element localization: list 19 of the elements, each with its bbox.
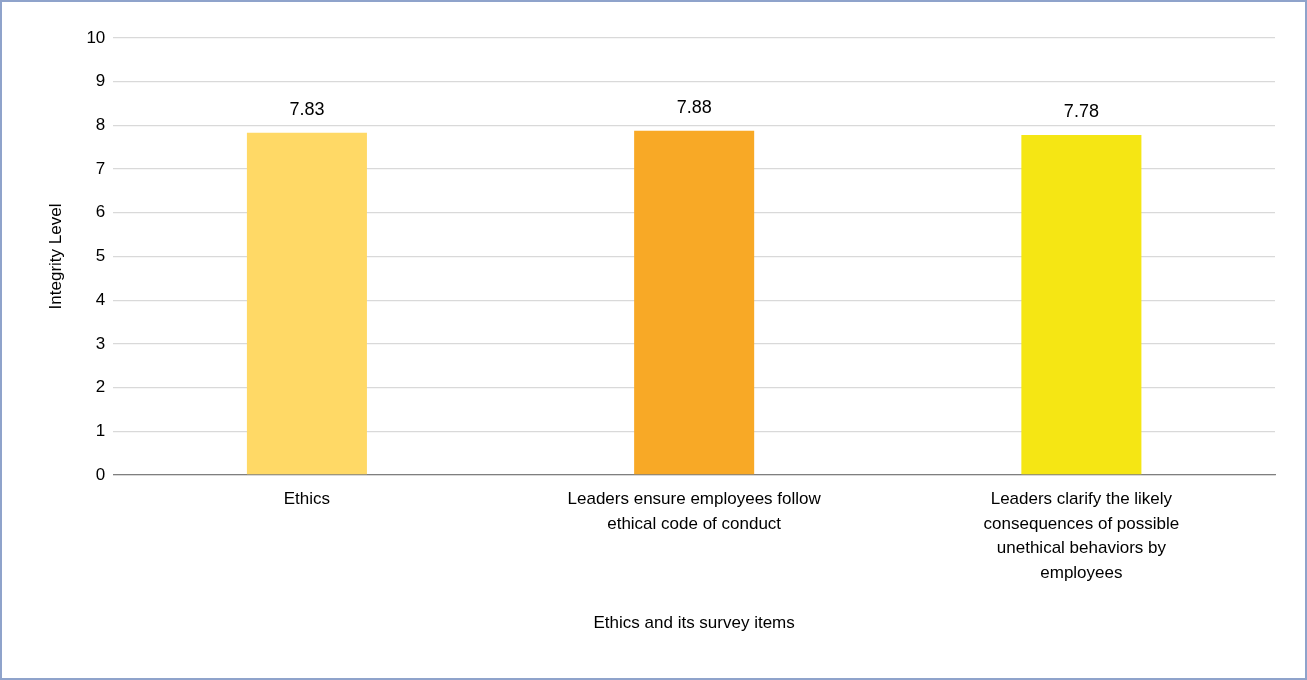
y-tick-label: 8	[95, 115, 106, 135]
y-axis-title: Integrity Level	[45, 203, 65, 310]
data-label: 7.83	[289, 98, 325, 119]
x-tick-label: Leaders clarify the likely consequences of possible unethical behaviors by employees	[983, 489, 1180, 582]
y-tick-label: 3	[95, 333, 106, 353]
y-tick-label: 4	[95, 289, 106, 309]
y-tick-label: 10	[86, 27, 106, 47]
data-label: 7.88	[676, 96, 712, 117]
y-tick-label: 6	[95, 202, 106, 222]
y-tick-label: 0	[95, 464, 106, 484]
x-tick-label: Leaders ensure employees follow ethical code of conduct	[567, 489, 822, 533]
y-tick-label: 9	[95, 71, 106, 91]
y-tick-label: 5	[95, 246, 106, 266]
y-tick-label: 1	[95, 420, 106, 440]
y-tick-label: 2	[95, 377, 106, 397]
x-axis-title: Ethics and its survey items	[593, 613, 795, 633]
data-label: 7.78	[1063, 100, 1099, 121]
x-tick-label: Ethics	[283, 489, 331, 509]
y-tick-label: 7	[95, 158, 106, 178]
